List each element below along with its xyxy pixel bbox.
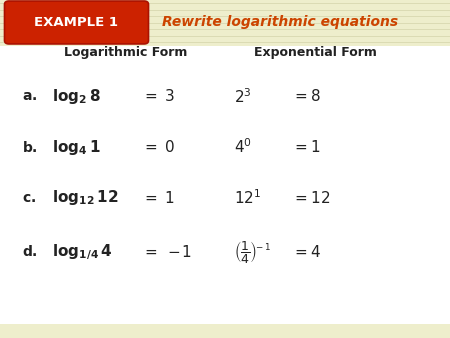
Bar <box>0 0 450 46</box>
Text: $2^3$: $2^3$ <box>234 87 252 106</box>
Text: Exponential Form: Exponential Form <box>253 46 377 59</box>
Text: $=\;1$: $=\;1$ <box>142 190 175 206</box>
Text: $=\;3$: $=\;3$ <box>142 88 175 104</box>
Text: $\mathit{\mathbf{c.}}$: $\mathit{\mathbf{c.}}$ <box>22 191 36 205</box>
Text: $= 1$: $= 1$ <box>292 139 321 155</box>
Text: $4^0$: $4^0$ <box>234 138 252 156</box>
Text: $12^1$: $12^1$ <box>234 188 261 207</box>
Text: $= 12$: $= 12$ <box>292 190 331 206</box>
Text: $\left(\dfrac{1}{4}\right)^{\!\!-1}$: $\left(\dfrac{1}{4}\right)^{\!\!-1}$ <box>234 239 271 265</box>
Bar <box>0 46 450 324</box>
Text: $\mathit{\mathbf{b.}}$: $\mathit{\mathbf{b.}}$ <box>22 140 38 154</box>
Bar <box>0 324 450 338</box>
Text: $\mathit{\mathbf{d.}}$: $\mathit{\mathbf{d.}}$ <box>22 244 38 259</box>
Text: $= 8$: $= 8$ <box>292 88 322 104</box>
Text: $\mathbf{log}_{\mathbf{12}}\,\mathbf{12}$: $\mathbf{log}_{\mathbf{12}}\,\mathbf{12}… <box>52 188 118 207</box>
Text: $=\;-\!1$: $=\;-\!1$ <box>142 244 191 260</box>
Text: $= 4$: $= 4$ <box>292 244 322 260</box>
Text: $\mathbf{log}_{\mathbf{4}}\,\mathbf{1}$: $\mathbf{log}_{\mathbf{4}}\,\mathbf{1}$ <box>52 138 100 156</box>
Text: $\mathbf{log}_{\mathbf{2}}\,\mathbf{8}$: $\mathbf{log}_{\mathbf{2}}\,\mathbf{8}$ <box>52 87 100 106</box>
Text: $\mathbf{log}_{\mathbf{1/4}}\,\mathbf{4}$: $\mathbf{log}_{\mathbf{1/4}}\,\mathbf{4}… <box>52 242 112 262</box>
Text: EXAMPLE 1: EXAMPLE 1 <box>35 16 118 29</box>
Text: $=\;0$: $=\;0$ <box>142 139 175 155</box>
Text: Rewrite logarithmic equations: Rewrite logarithmic equations <box>162 16 398 29</box>
FancyBboxPatch shape <box>4 1 148 44</box>
Text: $\mathit{\mathbf{a.}}$: $\mathit{\mathbf{a.}}$ <box>22 89 38 103</box>
Text: Logarithmic Form: Logarithmic Form <box>64 46 188 59</box>
